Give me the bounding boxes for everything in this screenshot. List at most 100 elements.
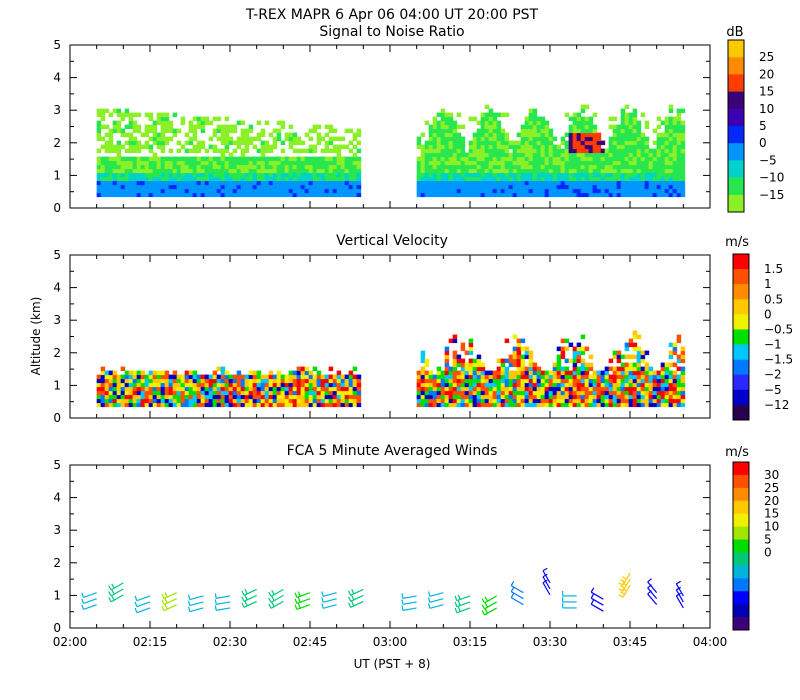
field-cell [536, 192, 542, 198]
field-cell [448, 184, 454, 190]
field-cell [196, 180, 202, 186]
field-cell [436, 188, 442, 194]
field-cell [628, 394, 634, 400]
field-cell [448, 386, 454, 392]
field-cell [288, 132, 294, 138]
field-cell [252, 402, 258, 408]
field-cell [456, 358, 462, 364]
field-cell [520, 382, 526, 388]
field-cell [308, 128, 314, 134]
field-cell [160, 140, 166, 146]
field-cell [224, 140, 230, 146]
field-cell [616, 124, 622, 130]
field-cell [356, 398, 362, 404]
field-cell [544, 172, 550, 178]
field-cell [236, 172, 242, 178]
field-cell [444, 140, 450, 146]
field-cell [520, 192, 526, 198]
field-cell [248, 156, 254, 162]
field-cell [120, 382, 126, 388]
field-cell [612, 188, 618, 194]
field-cell [96, 108, 102, 114]
field-cell [292, 184, 298, 190]
field-cell [636, 370, 642, 376]
field-cell [264, 168, 270, 174]
field-cell [164, 176, 170, 182]
field-cell [596, 164, 602, 170]
field-cell [488, 156, 494, 162]
field-cell [240, 180, 246, 186]
field-cell [204, 192, 210, 198]
field-cell [548, 164, 554, 170]
field-cell [604, 156, 610, 162]
field-cell [528, 188, 534, 194]
field-cell [136, 156, 142, 162]
field-cell [296, 378, 302, 384]
field-cell [236, 144, 242, 150]
field-cell [168, 378, 174, 384]
field-cell [96, 188, 102, 194]
field-cell [292, 176, 298, 182]
field-cell [308, 402, 314, 408]
field-cell [228, 192, 234, 198]
field-cell [548, 188, 554, 194]
field-cell [480, 188, 486, 194]
field-cell [276, 164, 282, 170]
field-cell [316, 386, 322, 392]
field-cell [320, 168, 326, 174]
field-cell [416, 386, 422, 392]
field-cell [112, 390, 118, 396]
field-cell [508, 164, 514, 170]
field-cell [640, 192, 646, 198]
field-cell [108, 148, 114, 154]
field-cell [532, 390, 538, 396]
field-cell [280, 382, 286, 388]
barb-shaft [270, 594, 284, 603]
field-cell [140, 144, 146, 150]
field-cell [148, 172, 154, 178]
field-cell [640, 148, 646, 154]
field-cell [556, 144, 562, 150]
field-cell [208, 188, 214, 194]
field-cell [208, 386, 214, 392]
field-cell [452, 160, 458, 166]
barb-flag [321, 597, 324, 603]
field-cell [632, 128, 638, 134]
field-cell [520, 156, 526, 162]
field-cell [264, 140, 270, 146]
field-cell [280, 120, 286, 126]
field-cell [620, 108, 626, 114]
field-cell [572, 402, 578, 408]
field-cell [456, 148, 462, 154]
field-cell [620, 144, 626, 150]
field-cell [560, 168, 566, 174]
field-cell [588, 144, 594, 150]
field-cell [476, 168, 482, 174]
field-cell [680, 172, 686, 178]
colorbar-swatch [733, 487, 749, 502]
field-cell [624, 112, 630, 118]
field-cell [428, 192, 434, 198]
field-cell [564, 394, 570, 400]
field-cell [676, 334, 682, 340]
field-cell [456, 188, 462, 194]
field-cell [268, 168, 274, 174]
field-cell [592, 164, 598, 170]
field-cell [288, 192, 294, 198]
field-cell [100, 112, 106, 118]
field-cell [300, 390, 306, 396]
field-cell [436, 136, 442, 142]
field-cell [532, 370, 538, 376]
field-cell [572, 350, 578, 356]
field-cell [456, 386, 462, 392]
field-cell [340, 164, 346, 170]
field-cell [680, 374, 686, 380]
field-cell [664, 152, 670, 158]
field-cell [568, 140, 574, 146]
field-cell [172, 192, 178, 198]
field-cell [636, 136, 642, 142]
field-cell [132, 148, 138, 154]
field-cell [460, 382, 466, 388]
field-cell [320, 184, 326, 190]
field-cell [540, 398, 546, 404]
